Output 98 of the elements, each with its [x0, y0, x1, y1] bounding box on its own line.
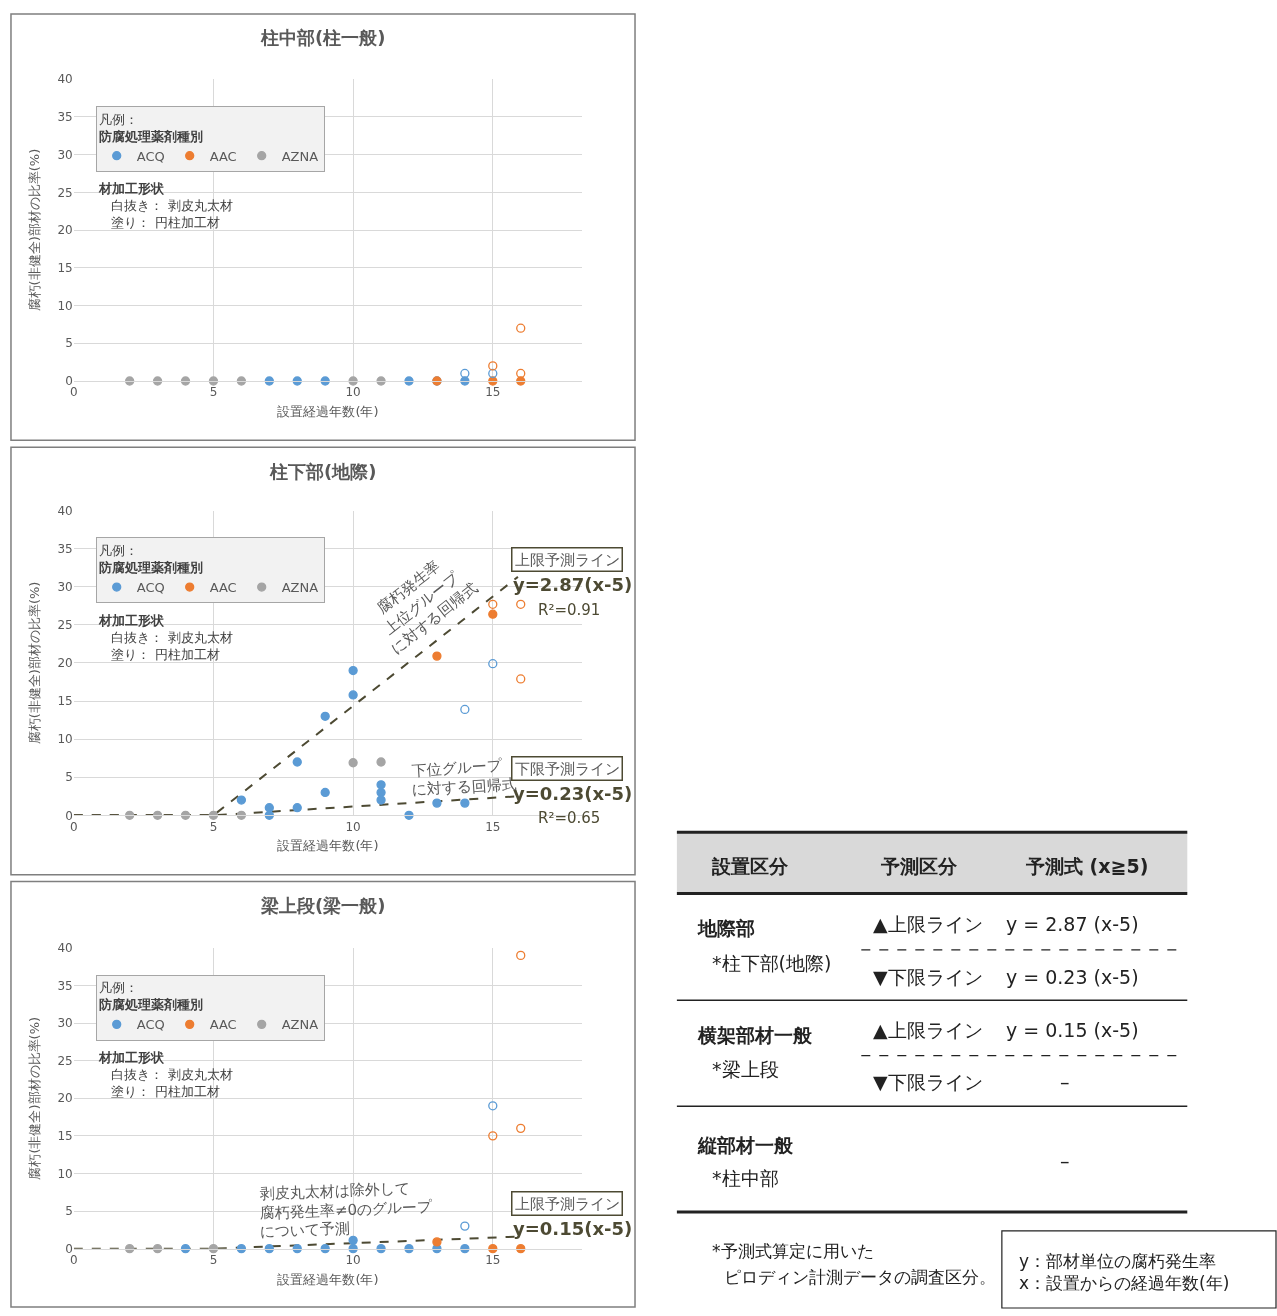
- y-tick-label: 40: [57, 503, 73, 518]
- y-tick-label: 40: [57, 941, 73, 956]
- x-tick-label: 10: [345, 819, 361, 834]
- text: *柱中部: [712, 1167, 779, 1189]
- annotation: 防腐処理薬剤種別: [98, 128, 203, 144]
- chart-title: 柱下部(地際): [269, 461, 377, 482]
- x-tick-label: 5: [209, 819, 218, 834]
- legend-title: 凡例：: [98, 111, 138, 127]
- text: y：部材単位の腐朽発生率 x：設置からの経過年数(年): [1019, 1251, 1230, 1294]
- y-tick-label: 5: [65, 336, 73, 351]
- annotation: 塗り： 円柱加工材: [99, 214, 220, 230]
- y-tick-label: 20: [57, 1091, 73, 1106]
- x-axis-title: 設置経過年数(年): [277, 1271, 379, 1287]
- y-axis-title: 腐朽(非健全)部材の比率(%): [27, 1016, 43, 1180]
- text: 設置区分: [711, 855, 789, 877]
- y-axis-title: 腐朽(非健全)部材の比率(%): [27, 148, 43, 312]
- y-tick-label: 25: [57, 618, 73, 633]
- annotation: y=2.87(x-5): [513, 574, 633, 595]
- annotation: 塗り： 円柱加工材: [99, 1083, 220, 1099]
- legend-label: AZNA: [281, 1017, 319, 1033]
- annotation: 剥皮丸太材は除外して: [259, 1179, 411, 1203]
- text: y = 0.15 (x-5): [1006, 1019, 1139, 1041]
- x-tick-label: 15: [485, 1253, 501, 1268]
- y-tick-label: 35: [57, 541, 73, 556]
- y-tick-label: 25: [57, 1053, 73, 1068]
- annotation: 材加工形状: [98, 613, 165, 628]
- y-tick-label: 15: [57, 1129, 73, 1144]
- legend-title: 凡例：: [98, 980, 138, 996]
- annotation: 塗り： 円柱加工材: [99, 646, 220, 662]
- text: ▲上限ライン: [873, 1019, 983, 1041]
- y-tick-label: 0: [65, 1241, 73, 1256]
- x-tick-label: 10: [345, 1253, 361, 1268]
- y-tick-label: 10: [57, 298, 73, 313]
- chart-title: 梁上段(梁一般): [260, 895, 386, 916]
- annotation: 材加工形状: [98, 181, 165, 196]
- legend-label: ACQ: [136, 148, 165, 164]
- y-tick-label: 35: [57, 978, 73, 993]
- text: 予測式 (x≧5): [1025, 855, 1149, 877]
- text: 横架部材一般: [697, 1024, 813, 1046]
- x-tick-label: 5: [209, 385, 218, 400]
- text: 地際部: [697, 917, 755, 939]
- text: ピロディン計測データの調査区分。: [724, 1267, 996, 1287]
- text: *梁上段: [712, 1058, 779, 1080]
- annotation: 防腐処理薬剤種別: [98, 997, 203, 1013]
- y-tick-label: 10: [57, 1166, 73, 1181]
- y-tick-label: 30: [57, 579, 73, 594]
- annotation: 白抜き： 剥皮丸太材: [99, 197, 233, 213]
- annotation: 白抜き： 剥皮丸太材: [99, 1066, 233, 1082]
- x-tick-label: 15: [485, 385, 501, 400]
- annotation: 防腐処理薬剤種別: [98, 560, 203, 576]
- y-tick-label: 5: [65, 770, 73, 785]
- y-tick-label: 0: [65, 808, 73, 823]
- text: 縦部材一般: [697, 1134, 794, 1156]
- text: ▲上限ライン: [873, 913, 983, 935]
- x-axis-title: 設置経過年数(年): [277, 838, 379, 854]
- annotation: 上限予測ライン: [514, 1194, 620, 1213]
- legend-label: ACQ: [136, 1017, 165, 1033]
- text: *予測式算定に用いた: [712, 1241, 874, 1261]
- annotation: 下限予測ライン: [514, 759, 620, 778]
- x-tick-label: 15: [485, 819, 501, 834]
- y-tick-label: 30: [57, 1016, 73, 1031]
- text: ▼下限ライン: [873, 1071, 983, 1093]
- legend-label: AAC: [209, 580, 237, 596]
- y-tick-label: 25: [57, 185, 73, 200]
- annotation: R²=0.65: [538, 809, 601, 827]
- annotation: 白抜き： 剥皮丸太材: [99, 629, 233, 645]
- y-tick-label: 40: [57, 72, 73, 87]
- text: y = 0.23 (x-5): [1006, 966, 1139, 988]
- y-tick-label: 35: [57, 110, 73, 125]
- y-axis-title: 腐朽(非健全)部材の比率(%): [27, 581, 43, 745]
- y-tick-label: 15: [57, 261, 73, 276]
- text: *柱下部(地際): [712, 952, 832, 974]
- legend-label: AZNA: [281, 580, 319, 596]
- chart-title: 柱中部(柱一般): [260, 27, 386, 48]
- y-tick-label: 15: [57, 694, 73, 709]
- y-tick-label: 20: [57, 223, 73, 238]
- x-tick-label: 10: [345, 385, 361, 400]
- legend-label: AZNA: [281, 148, 319, 164]
- y-tick-label: 30: [57, 147, 73, 162]
- text: –: [1060, 1071, 1070, 1093]
- annotation: について予測: [259, 1219, 351, 1241]
- annotation: y=0.15(x-5): [513, 1218, 633, 1239]
- text: –: [1060, 1150, 1070, 1172]
- x-tick-label: 5: [209, 1253, 218, 1268]
- annotation: 上限予測ライン: [514, 550, 620, 569]
- y-tick-label: 5: [65, 1204, 73, 1219]
- legend-label: AAC: [209, 148, 237, 164]
- y-tick-label: 20: [57, 656, 73, 671]
- legend-label: AAC: [209, 1017, 237, 1033]
- text: 予測区分: [880, 855, 958, 877]
- text: ▼下限ライン: [873, 966, 983, 988]
- text: y = 2.87 (x-5): [1006, 913, 1139, 935]
- legend-title: 凡例：: [98, 543, 138, 559]
- y-tick-label: 10: [57, 732, 73, 747]
- annotation: 材加工形状: [98, 1050, 165, 1065]
- legend-label: ACQ: [136, 580, 165, 596]
- x-axis-title: 設置経過年数(年): [277, 403, 379, 419]
- annotation: R²=0.91: [538, 601, 601, 619]
